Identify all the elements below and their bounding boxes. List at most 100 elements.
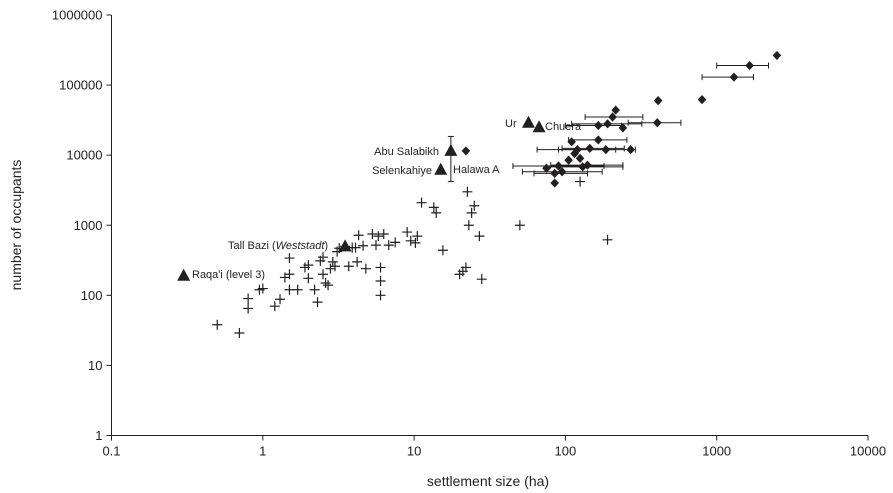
cross-point (234, 328, 245, 339)
y-tick-label: 1 (95, 428, 102, 443)
axes: 0.1 1 10 100 1000 10000 110100100010000100000… (8, 8, 886, 490)
y-tick-label: 100 (81, 288, 103, 303)
y-tick-label: 1000 (74, 218, 103, 233)
triangle-point (338, 239, 352, 252)
label-ur: Ur (505, 118, 517, 130)
cross-point (437, 245, 448, 256)
cross-point (312, 297, 323, 308)
diamond-point (594, 120, 603, 131)
cross-point (320, 277, 331, 288)
cross-point (367, 229, 378, 240)
cross-point (284, 269, 295, 280)
x-ticks: 0.1 1 10 100 1000 10000 (102, 435, 886, 459)
cross-point (375, 290, 386, 301)
x-axis-title: settlement size (ha) (427, 473, 549, 489)
diamond-point (567, 137, 576, 147)
cross-point (460, 262, 471, 273)
label-tall-bazi-italic: Weststadt (276, 240, 326, 252)
x-tick-label: 1 (259, 444, 266, 459)
diamond-point (601, 145, 611, 155)
diamond-point (608, 112, 617, 122)
label-selenkahiye: Selenkahiye (372, 165, 432, 177)
x-tick-label: 10000 (850, 444, 886, 459)
diamond-point (550, 168, 560, 178)
cross-point (474, 231, 485, 242)
cross-point (350, 242, 361, 253)
y-tick-label: 100000 (59, 78, 102, 93)
cross-point (243, 303, 254, 314)
triangle-point (444, 143, 458, 156)
annotations: Ur Chuera Abu Salabikh Selenkahiye Halaw… (192, 118, 582, 281)
x-tick-label: 0.1 (102, 444, 120, 459)
cross-point (257, 283, 268, 294)
cross-point (371, 240, 382, 251)
diamond-point (557, 167, 567, 177)
cross-point (353, 230, 364, 241)
y-tick-label: 10000 (66, 148, 102, 163)
cross-point (303, 260, 314, 271)
triangle-point (177, 268, 191, 281)
label-raqai: Raqa'i (level 3) (192, 269, 265, 281)
cross-point (463, 220, 474, 231)
diamond-point (729, 72, 739, 82)
diamond-point (542, 163, 551, 173)
diamond-point (573, 145, 582, 155)
cross-point (476, 274, 487, 285)
diamond-point (697, 95, 707, 105)
cross-point (358, 240, 369, 251)
cross-point (405, 235, 416, 246)
cross-point (375, 276, 386, 287)
diamond-point (461, 146, 471, 156)
label-chuera: Chuera (545, 121, 582, 133)
triangle-point (521, 115, 535, 128)
cross-point (360, 263, 371, 274)
cross-point (309, 284, 320, 295)
label-tall-bazi-suffix: ) (324, 240, 328, 252)
diamond-point (564, 155, 573, 165)
diamond-point (554, 161, 563, 171)
cross-point (325, 263, 336, 274)
cross-point (375, 262, 386, 273)
cross-point (410, 237, 421, 248)
diamond-point (583, 160, 592, 170)
diamond-point (594, 135, 603, 145)
triangle-point (434, 162, 448, 175)
cross-point (303, 273, 314, 284)
data-marks (177, 50, 782, 339)
x-tick-label: 1000 (702, 444, 731, 459)
cross-point (416, 197, 427, 208)
diamond-point (585, 143, 595, 153)
label-halawa-a: Halawa A (453, 164, 500, 176)
diamond-point (653, 118, 662, 128)
cross-point (462, 186, 473, 197)
y-tick-label: 10 (88, 358, 102, 373)
label-tall-bazi-prefix: Tall Bazi ( (228, 240, 276, 252)
cross-point (343, 261, 354, 272)
diamond-point (550, 178, 560, 188)
cross-point (378, 229, 389, 240)
diamond-point (575, 153, 585, 163)
cross-point (575, 176, 586, 187)
cross-point (212, 319, 223, 330)
cross-point (243, 293, 254, 304)
cross-point (469, 200, 480, 211)
y-tick-label: 1000000 (52, 8, 103, 23)
cross-point (412, 231, 423, 242)
y-axis-title: number of occupants (8, 160, 24, 291)
cross-point (269, 301, 280, 312)
label-tall-bazi: Tall Bazi (Weststadt) (228, 240, 328, 252)
y-ticks: 1 10 100 1000 10000 100000 1000000 (52, 8, 112, 443)
diamond-point (653, 96, 663, 106)
cross-point (431, 207, 442, 218)
cross-point (318, 269, 329, 280)
cross-point (284, 253, 295, 264)
cross-point (275, 294, 286, 305)
cross-point (383, 240, 394, 251)
cross-point (466, 207, 477, 218)
cross-point (514, 220, 525, 231)
cross-point (318, 252, 329, 263)
cross-point (327, 256, 338, 267)
x-tick-label: 100 (555, 444, 577, 459)
diamond-point (611, 105, 620, 115)
diamond-point (618, 123, 628, 133)
